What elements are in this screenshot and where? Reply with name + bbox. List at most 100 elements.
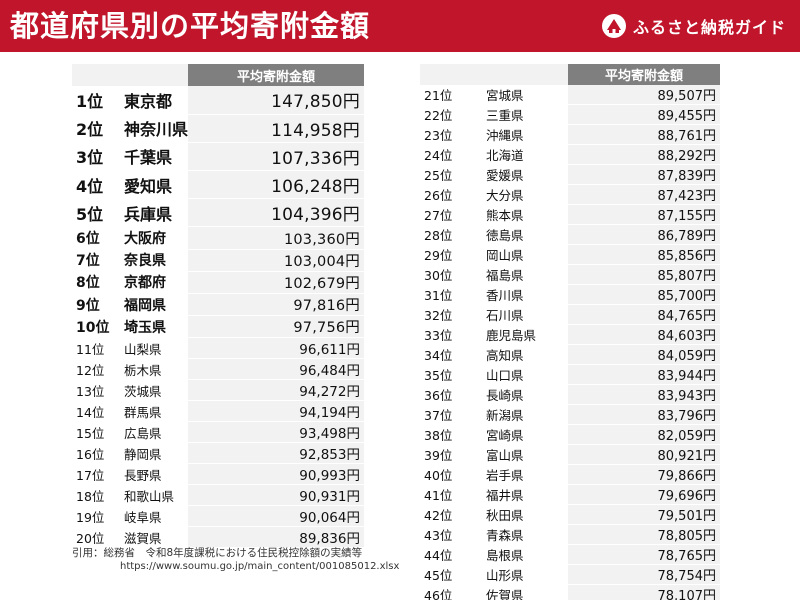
table-row: 13位 茨城県 94,272円 [72,379,364,402]
prefecture-cell: 福岡県 [118,293,188,316]
amount-cell: 79,501円 [568,504,720,525]
prefecture-cell: 奈良県 [118,249,188,272]
rank-cell: 23位 [420,124,480,145]
prefecture-cell: 千葉県 [118,142,188,171]
prefecture-cell: 新潟県 [480,404,568,425]
prefecture-cell: 香川県 [480,284,568,305]
table-row: 29位 岡山県 85,856円 [420,244,720,265]
prefecture-cell: 兵庫県 [118,198,188,227]
rank-cell: 8位 [72,271,118,294]
amount-cell: 79,866円 [568,464,720,485]
table-row: 19位 岐阜県 90,064円 [72,505,364,528]
rank-cell: 6位 [72,226,118,250]
ranking-table-right: 平均寄附金額 21位 宮城県 89,507円 22位 三重県 89,455円 23位 沖縄県 8… [420,64,720,600]
rank-cell: 2位 [72,114,118,143]
table-row: 8位 京都府 102,679円 [72,271,364,295]
header-blank [420,64,568,85]
table-row: 27位 熊本県 87,155円 [420,204,720,225]
amount-cell: 87,839円 [568,164,720,185]
rank-cell: 33位 [420,324,480,345]
amount-cell: 78,805円 [568,524,720,545]
table-row: 38位 宮崎県 82,059円 [420,424,720,445]
prefecture-cell: 山口県 [480,364,568,385]
amount-cell: 80,921円 [568,444,720,465]
rank-cell: 34位 [420,344,480,365]
amount-cell: 84,059円 [568,344,720,365]
prefecture-cell: 石川県 [480,304,568,325]
rank-cell: 46位 [420,584,480,600]
prefecture-cell: 和歌山県 [118,484,188,506]
table-row: 41位 福井県 79,696円 [420,484,720,505]
prefecture-cell: 広島県 [118,421,188,443]
rank-cell: 38位 [420,424,480,445]
page-title: 都道府県別の平均寄附金額 [10,9,371,43]
table-row: 39位 富山県 80,921円 [420,444,720,465]
table-row: 6位 大阪府 103,360円 [72,226,364,250]
amount-cell: 103,004円 [188,249,364,272]
rank-cell: 43位 [420,524,480,545]
table-row: 21位 宮城県 89,507円 [420,85,720,105]
amount-cell: 96,484円 [188,358,364,381]
prefecture-cell: 長野県 [118,463,188,485]
rank-cell: 24位 [420,144,480,165]
amount-cell: 90,064円 [188,505,364,528]
amount-cell: 78,107円 [568,584,720,600]
prefecture-cell: 東京都 [118,86,188,115]
rank-cell: 30位 [420,264,480,285]
amount-cell: 82,059円 [568,424,720,445]
table-row: 35位 山口県 83,944円 [420,364,720,385]
prefecture-cell: 群馬県 [118,400,188,422]
prefecture-cell: 徳島県 [480,224,568,245]
prefecture-cell: 三重県 [480,104,568,125]
amount-cell: 87,423円 [568,184,720,205]
amount-cell: 90,931円 [188,484,364,507]
rank-cell: 10位 [72,315,118,338]
column-header-average-amount: 平均寄附金額 [568,64,720,85]
brand[interactable]: ふるさと納税ガイド [601,13,786,39]
amount-cell: 96,611円 [188,337,364,360]
source-url[interactable]: https://www.soumu.go.jp/main_content/001… [120,561,400,572]
amount-cell: 90,993円 [188,463,364,486]
rank-cell: 40位 [420,464,480,485]
prefecture-cell: 岩手県 [480,464,568,485]
prefecture-cell: 鹿児島県 [480,324,568,345]
table-row: 1位 東京都 147,850円 [72,86,364,115]
amount-cell: 83,796円 [568,404,720,425]
rank-cell: 9位 [72,293,118,316]
rank-cell: 11位 [72,337,118,359]
rank-cell: 22位 [420,104,480,125]
prefecture-cell: 佐賀県 [480,584,568,600]
table-row: 7位 奈良県 103,004円 [72,249,364,272]
rank-cell: 18位 [72,484,118,506]
rank-cell: 29位 [420,244,480,265]
table-row: 15位 広島県 93,498円 [72,421,364,444]
amount-cell: 88,292円 [568,144,720,165]
rank-cell: 44位 [420,544,480,565]
title-banner: 都道府県別の平均寄附金額 ふるさと納税ガイド [0,0,800,52]
table-row: 18位 和歌山県 90,931円 [72,484,364,507]
prefecture-cell: 島根県 [480,544,568,565]
source-text: 引用：総務省 令和8年度課税における住民税控除額の実績等 [72,547,363,559]
rank-cell: 12位 [72,358,118,380]
table-row: 45位 山形県 78,754円 [420,564,720,585]
amount-cell: 84,765円 [568,304,720,325]
amount-cell: 102,679円 [188,271,364,295]
prefecture-cell: 愛媛県 [480,164,568,185]
amount-cell: 97,756円 [188,315,364,339]
prefecture-cell: 山梨県 [118,337,188,359]
amount-cell: 78,754円 [568,564,720,585]
prefecture-cell: 静岡県 [118,442,188,464]
rank-cell: 25位 [420,164,480,185]
rank-cell: 31位 [420,284,480,305]
furusato-logo-icon [601,14,626,38]
prefecture-cell: 福井県 [480,484,568,505]
prefecture-cell: 京都府 [118,271,188,294]
rank-cell: 37位 [420,404,480,425]
table-row: 4位 愛知県 106,248円 [72,170,364,200]
rank-cell: 42位 [420,504,480,525]
ranking-table-left: 平均寄附金額 1位 東京都 147,850円 2位 神奈川県 114,958円 3位 千葉県 1… [72,64,364,549]
amount-cell: 89,455円 [568,104,720,125]
rank-cell: 17位 [72,463,118,485]
amount-cell: 79,696円 [568,484,720,505]
source-citation: 引用：総務省 令和8年度課税における住民税控除額の実績等 https://www… [72,546,399,574]
